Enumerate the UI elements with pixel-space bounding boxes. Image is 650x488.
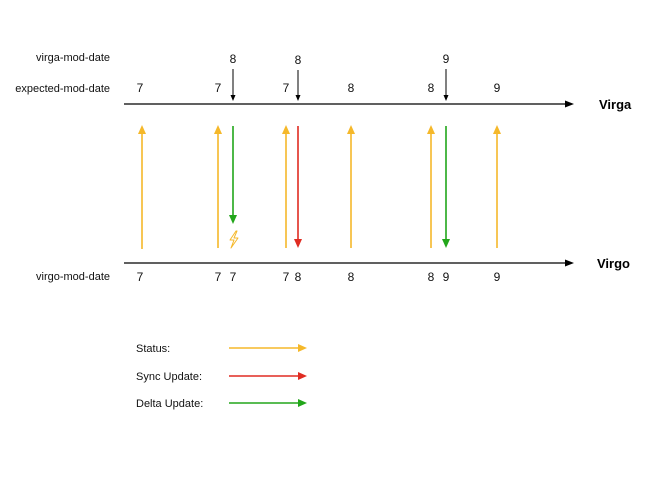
- legend-status-label: Status:: [136, 343, 170, 355]
- legend-status-arrow: [229, 344, 307, 352]
- delta-update-arrow: [229, 126, 237, 224]
- status-arrow: [493, 125, 501, 248]
- virgo-value: 8: [295, 270, 302, 284]
- virga-mark-pointer: [295, 70, 301, 101]
- virga-timeline: [124, 100, 574, 108]
- lightning-bolt-icon: [229, 230, 239, 249]
- expected-value: 7: [137, 81, 144, 95]
- virga-title: Virga: [599, 97, 632, 112]
- virgo-value: 8: [348, 270, 355, 284]
- virga-mark-pointer: [230, 69, 236, 101]
- virga-mark-value: 8: [295, 53, 302, 67]
- status-arrow: [427, 125, 435, 248]
- status-arrow: [282, 125, 290, 248]
- legend: Status: Sync Update: Delta Update:: [136, 343, 307, 410]
- virga-mod-date-label: virga-mod-date: [36, 52, 110, 64]
- virgo-value: 7: [283, 270, 290, 284]
- virgo-value: 9: [494, 270, 501, 284]
- expected-value: 7: [215, 81, 222, 95]
- expected-value: 7: [283, 81, 290, 95]
- virgo-value: 7: [230, 270, 237, 284]
- virgo-mod-date-label: virgo-mod-date: [36, 271, 110, 283]
- legend-sync-update-arrow: [229, 372, 307, 380]
- legend-delta-update-arrow: [229, 399, 307, 407]
- expected-value: 8: [428, 81, 435, 95]
- virga-mark-value: 8: [230, 52, 237, 66]
- status-arrow: [138, 125, 146, 249]
- virgo-value: 8: [428, 270, 435, 284]
- legend-sync-update-label: Sync Update:: [136, 371, 202, 383]
- virgo-value: 7: [215, 270, 222, 284]
- expected-mod-date-label: expected-mod-date: [15, 83, 110, 95]
- sync-update-arrow: [294, 126, 302, 248]
- status-arrow: [214, 125, 222, 248]
- expected-value: 8: [348, 81, 355, 95]
- virgo-timeline: [124, 259, 574, 267]
- legend-delta-update-label: Delta Update:: [136, 398, 203, 410]
- status-arrow: [347, 125, 355, 248]
- delta-update-arrow: [442, 126, 450, 248]
- virga-mark-pointer: [443, 69, 449, 101]
- virgo-title: Virgo: [597, 256, 630, 271]
- expected-value: 9: [494, 81, 501, 95]
- virga-mark-value: 9: [443, 52, 450, 66]
- virgo-value: 7: [137, 270, 144, 284]
- virgo-value: 9: [443, 270, 450, 284]
